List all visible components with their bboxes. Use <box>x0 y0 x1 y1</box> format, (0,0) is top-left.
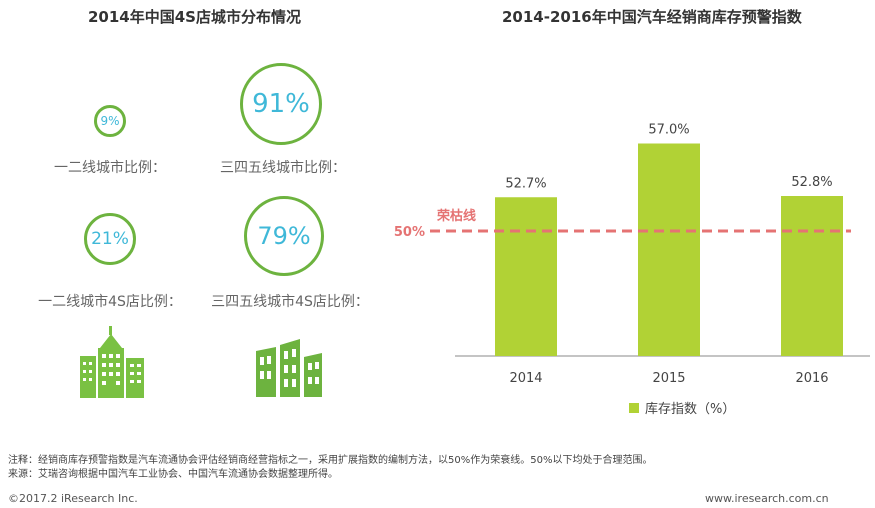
city-buildings-icon <box>256 339 322 397</box>
stat-label-tier345-4s-stores: 三四五线城市4S店比例： <box>211 294 369 310</box>
stat-label-tier345-cities: 三四五线城市比例： <box>220 160 346 176</box>
data-label-2015: 57.0% <box>648 123 689 138</box>
stat-value: 21% <box>91 229 129 249</box>
x-tick-label-2014: 2014 <box>509 371 542 386</box>
x-tick-label-2015: 2015 <box>652 371 685 386</box>
inventory-index-chart: 52.7% 2014 57.0% 2015 52.8% 2016 荣枯线 50% <box>394 123 870 386</box>
stat-value: 9% <box>100 114 120 128</box>
chart-source: 来源：艾瑞咨询根据中国汽车工业协会、中国汽车流通协会数据整理所得。 <box>8 469 338 480</box>
data-label-2016: 52.8% <box>791 175 832 190</box>
stat-label-tier12-4s-stores: 一二线城市4S店比例： <box>38 294 182 310</box>
footer-copyright: ©2017.2 iResearch Inc. <box>8 492 138 505</box>
legend-label: 库存指数（%） <box>645 402 736 417</box>
left-panel-title: 2014年中国4S店城市分布情况 <box>88 8 301 26</box>
bar-2014 <box>495 197 557 356</box>
bar-2016 <box>781 196 843 356</box>
footer-website: www.iresearch.com.cn <box>705 492 829 505</box>
chart-legend: 库存指数（%） <box>629 398 735 417</box>
stat-circle-tier345-4s-stores: 79% <box>244 196 324 276</box>
stat-value: 79% <box>257 222 311 250</box>
bar-2015 <box>638 143 700 356</box>
data-label-2014: 52.7% <box>505 176 546 191</box>
stat-circle-tier12-cities: 9% <box>94 105 126 137</box>
stat-circle-tier345-cities: 91% <box>240 63 322 145</box>
x-tick-label-2016: 2016 <box>795 371 828 386</box>
chart-note: 注释：经销商库存预警指数是汽车流通协会评估经销商经营指标之一，采用扩展指数的编制… <box>8 455 653 466</box>
city-buildings-icon <box>80 326 144 398</box>
stat-label-tier12-cities: 一二线城市比例： <box>54 160 166 176</box>
chart-title: 2014-2016年中国汽车经销商库存预警指数 <box>502 8 802 26</box>
legend-swatch <box>629 402 639 413</box>
stat-value: 91% <box>252 89 310 119</box>
reference-line-label: 荣枯线 <box>436 208 476 224</box>
stat-circle-tier12-4s-stores: 21% <box>84 213 136 265</box>
reference-line-value: 50% <box>394 225 425 240</box>
